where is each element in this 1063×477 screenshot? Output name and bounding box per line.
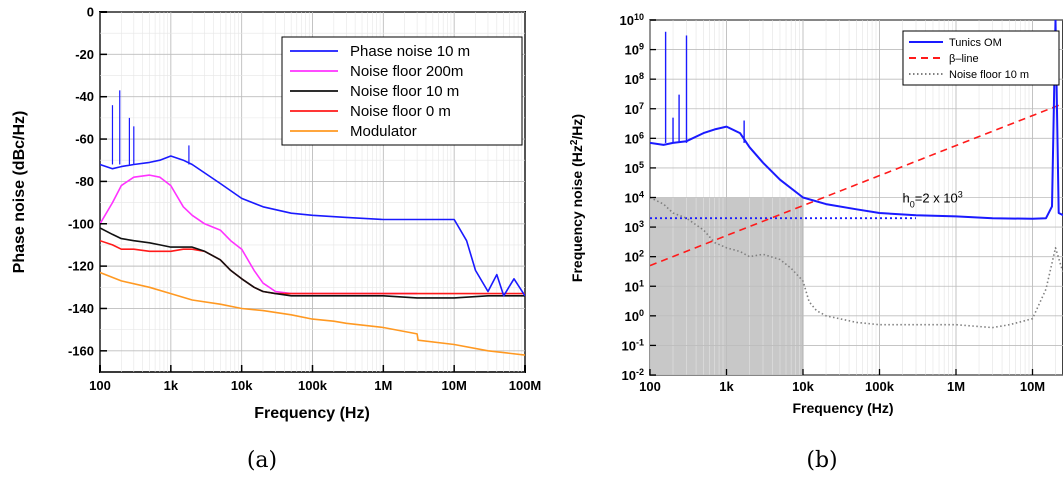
chart-b-xlabel: Frequency (Hz) xyxy=(792,400,893,416)
chart-b-y-tick-label: 107 xyxy=(625,101,644,117)
chart-a-ticks: 100 1k 10k 100k 1M 10M 100M 0 -20 -40 -60 -80 -100 -1… xyxy=(68,5,541,394)
chart-b-x-tick-label: 1M xyxy=(947,379,965,394)
chart-b-series xyxy=(650,20,1063,329)
chart-b-legend-label: Noise floor 10 m xyxy=(949,69,1029,81)
chart-b-ylabel: Frequency noise (Hz2/Hz) xyxy=(569,114,586,282)
chart-b-series-noise-floor-10-m xyxy=(650,196,1063,329)
chart-b-ticks: 100 1k 10k 100k 1M 10M 10-2 10-1 100 101 102 103 104… xyxy=(620,12,1046,394)
chart-a-x-tick-label: 1M xyxy=(374,378,392,393)
chart-b-annotation-text: h0=2 x 103 xyxy=(903,190,963,210)
chart-a-x-tick-label: 100k xyxy=(298,378,328,393)
chart-b-y-tick-label: 103 xyxy=(625,219,644,235)
chart-a-legend-label: Phase noise 10 m xyxy=(350,43,470,60)
chart-b-legend-box xyxy=(902,30,1060,86)
chart-b-y-tick-label: 109 xyxy=(625,42,644,58)
chart-a-y-tick-label: -100 xyxy=(68,216,94,231)
chart-a-y-tick-label: -160 xyxy=(68,343,94,358)
chart-b-x-tick-label: 100 xyxy=(639,379,661,394)
chart-b-x-tick-label: 100k xyxy=(865,379,895,394)
chart-b-y-tick-label: 102 xyxy=(625,249,644,265)
chart-b-caption: (b) xyxy=(806,448,837,473)
chart-a-legend-label: Noise floor 0 m xyxy=(350,103,451,120)
chart-a-x-tick-label: 10M xyxy=(442,378,467,393)
chart-b-y-tick-label: 106 xyxy=(625,130,644,146)
chart-a-ylabel: Phase noise (dBc/Hz) xyxy=(11,111,28,274)
chart-b-y-tick-label: 1010 xyxy=(620,12,644,28)
chart-a-series xyxy=(100,90,525,356)
chart-a-x-tick-label: 100 xyxy=(89,378,111,393)
chart-a: 100 1k 10k 100k 1M 10M 100M 0 -20 -40 -60 -80 -100 -1… xyxy=(11,5,541,474)
chart-b-legend: Tunics OM β–line Noise floor 10 m xyxy=(902,30,1060,86)
chart-b-y-tick-label: 10-2 xyxy=(622,367,644,383)
chart-b-y-tick-label: 100 xyxy=(625,308,644,324)
chart-a-y-tick-label: -40 xyxy=(75,89,94,104)
chart-a-xlabel: Frequency (Hz) xyxy=(254,405,370,422)
chart-b-y-tick-label: 104 xyxy=(625,190,644,206)
chart-a-caption: (a) xyxy=(247,448,277,473)
chart-b: 100 1k 10k 100k 1M 10M 10-2 10-1 100 101 102 103 104… xyxy=(569,12,1063,473)
chart-a-legend-label: Noise floor 10 m xyxy=(350,83,459,100)
chart-b-annotation: h0=2 x 103 xyxy=(903,190,963,210)
chart-b-legend-label: β–line xyxy=(949,53,979,65)
chart-b-x-tick-label: 1k xyxy=(719,379,734,394)
chart-b-x-tick-label: 10M xyxy=(1020,379,1045,394)
chart-a-y-tick-label: -20 xyxy=(75,47,94,62)
chart-a-legend-label: Modulator xyxy=(350,123,417,140)
chart-b-legend-label: Tunics OM xyxy=(949,37,1002,49)
chart-a-y-tick-label: 0 xyxy=(87,5,94,20)
chart-a-x-tick-label: 10k xyxy=(231,378,253,393)
chart-a-legend: Phase noise 10 m Noise floor 200m Noise fl… xyxy=(281,36,523,146)
chart-a-y-tick-label: -140 xyxy=(68,301,94,316)
chart-b-series-line xyxy=(650,102,1063,267)
chart-b-series-tunics-om xyxy=(650,20,1063,220)
chart-a-series-modulator xyxy=(100,271,525,356)
chart-a-y-tick-label: -120 xyxy=(68,259,94,274)
chart-b-y-tick-label: 10-1 xyxy=(622,337,644,353)
chart-a-x-tick-label: 1k xyxy=(164,378,179,393)
chart-a-series-phase-noise-10-m xyxy=(100,155,525,297)
chart-b-y-tick-label: 108 xyxy=(625,71,644,87)
chart-b-y-tick-label: 101 xyxy=(625,278,644,294)
chart-a-x-tick-label: 100M xyxy=(509,378,542,393)
chart-b-y-tick-label: 105 xyxy=(625,160,644,176)
chart-a-y-tick-label: -80 xyxy=(75,174,94,189)
chart-a-y-tick-label: -60 xyxy=(75,132,94,147)
chart-a-legend-label: Noise floor 200m xyxy=(350,63,463,80)
chart-b-x-tick-label: 10k xyxy=(792,379,814,394)
chart-a-series-noise-floor-10-m xyxy=(100,227,525,299)
